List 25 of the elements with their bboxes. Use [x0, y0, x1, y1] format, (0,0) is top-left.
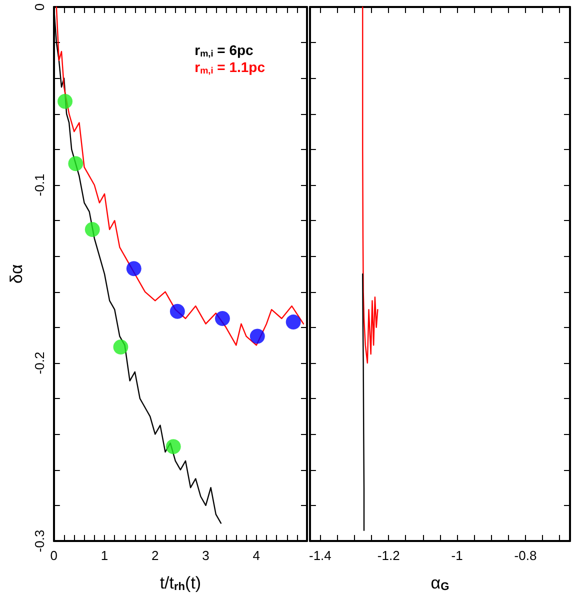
y-tick-label: -0.1: [32, 174, 47, 196]
x-tick-label: -1: [451, 548, 463, 563]
point: [113, 339, 128, 354]
y-axis-title: δα: [7, 264, 26, 284]
point: [58, 94, 73, 109]
point: [250, 328, 265, 344]
x-tick-label: 4: [252, 548, 260, 563]
point: [68, 156, 84, 172]
x-tick-label: -1.2: [377, 548, 400, 563]
point: [286, 314, 301, 330]
y-tick-label: -0.3: [32, 530, 47, 552]
line-series: [56, 6, 304, 346]
point: [170, 304, 185, 319]
x-tick-label: -1.4: [308, 548, 332, 563]
x-tick-label: 3: [202, 548, 210, 563]
x-tick-label: 1: [100, 548, 108, 563]
x-tick-label: -0.8: [514, 548, 537, 563]
y-tick-label: 0: [32, 3, 47, 11]
point: [214, 311, 230, 326]
point: [84, 222, 100, 237]
x-tick-label: 2: [152, 548, 159, 563]
x-tick-label: 0: [50, 548, 58, 563]
point: [166, 439, 181, 454]
y-tick-label: -0.2: [32, 352, 47, 374]
point: [126, 261, 142, 276]
